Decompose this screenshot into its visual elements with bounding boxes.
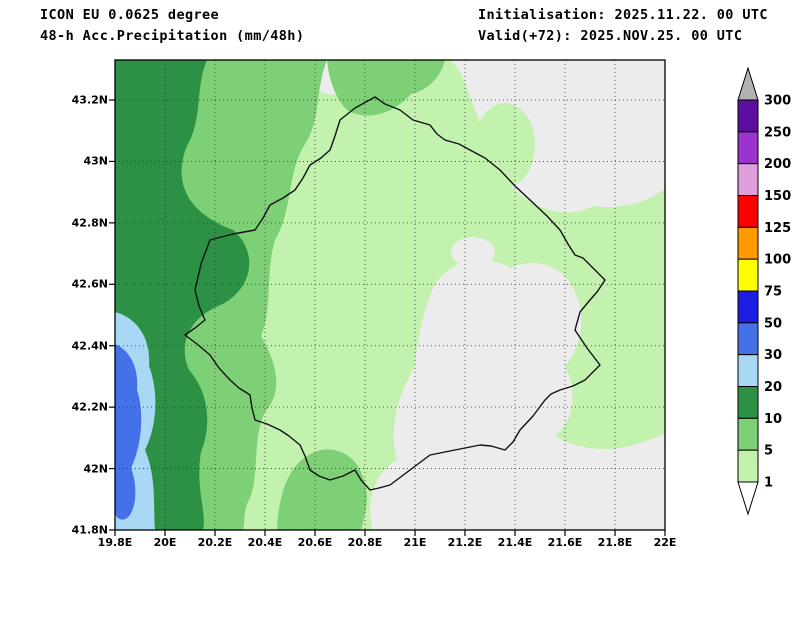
x-tick-label: 20.4E: [248, 536, 283, 549]
init-time-label: Initialisation: 2025.11.22. 00 UTC: [478, 7, 768, 23]
colorbar-legend: 300 250 200 150 125 100 75 50 30 20 10 5 1: [735, 60, 800, 530]
colorbar-cell: [738, 418, 758, 450]
x-tick-label: 21.2E: [448, 536, 483, 549]
precipitation-map: [100, 45, 680, 550]
legend-value-label: 75: [764, 285, 782, 300]
colorbar-bottom-triangle: [738, 482, 758, 514]
legend-value-label: 200: [764, 157, 791, 172]
x-tick-label: 22E: [654, 536, 677, 549]
y-tick-label: 43N: [54, 155, 108, 168]
colorbar-cell: [738, 291, 758, 323]
legend-value-label: 10: [764, 412, 782, 427]
colorbar-cell: [738, 450, 758, 482]
legend-value-label: 5: [764, 444, 773, 459]
x-tick-label: 19.8E: [98, 536, 133, 549]
weather-chart-canvas: ICON EU 0.0625 degree 48-h Acc.Precipita…: [0, 0, 800, 618]
y-tick-label: 42.6N: [54, 278, 108, 291]
model-title: ICON EU 0.0625 degree: [40, 7, 219, 23]
x-tick-label: 21.6E: [548, 536, 583, 549]
legend-value-label: 100: [764, 253, 791, 268]
y-tick-label: 42.8N: [54, 216, 108, 229]
colorbar-cell: [738, 132, 758, 164]
map-plot: [100, 45, 680, 550]
legend-value-label: 20: [764, 380, 782, 395]
dry-patch-centre: [451, 237, 495, 267]
colorbar-cell: [738, 259, 758, 291]
y-tick-label: 43.2N: [54, 94, 108, 107]
colorbar-cell: [738, 323, 758, 355]
colorbar-cell: [738, 227, 758, 259]
x-tick-label: 20E: [154, 536, 177, 549]
colorbar-cell: [738, 100, 758, 132]
colorbar-cell: [738, 387, 758, 419]
legend-value-label: 1: [764, 476, 773, 491]
x-tick-label: 21.8E: [598, 536, 633, 549]
y-tick-label: 42N: [54, 462, 108, 475]
colorbar-cell: [738, 355, 758, 387]
legend-value-label: 50: [764, 316, 782, 331]
valid-time-label: Valid(+72): 2025.NOV.25. 00 UTC: [478, 28, 742, 44]
y-tick-label: 42.2N: [54, 401, 108, 414]
colorbar-cell: [738, 164, 758, 196]
x-tick-label: 20.6E: [298, 536, 333, 549]
colorbar: 300 250 200 150 125 100 75 50 30 20 10 5 1: [735, 60, 800, 530]
x-tick-label: 21.4E: [498, 536, 533, 549]
y-tick-label: 41.8N: [54, 524, 108, 537]
x-tick-label: 20.8E: [348, 536, 383, 549]
x-tick-label: 20.2E: [198, 536, 233, 549]
legend-value-label: 250: [764, 125, 791, 140]
legend-value-label: 30: [764, 348, 782, 363]
legend-value-label: 150: [764, 189, 791, 204]
y-tick-label: 42.4N: [54, 339, 108, 352]
legend-value-label: 125: [764, 221, 791, 236]
x-tick-label: 21E: [404, 536, 427, 549]
product-title: 48-h Acc.Precipitation (mm/48h): [40, 28, 304, 44]
legend-value-label: 300: [764, 94, 791, 109]
precipitation-field: [115, 60, 665, 530]
colorbar-top-triangle: [738, 68, 758, 100]
colorbar-cell: [738, 196, 758, 228]
